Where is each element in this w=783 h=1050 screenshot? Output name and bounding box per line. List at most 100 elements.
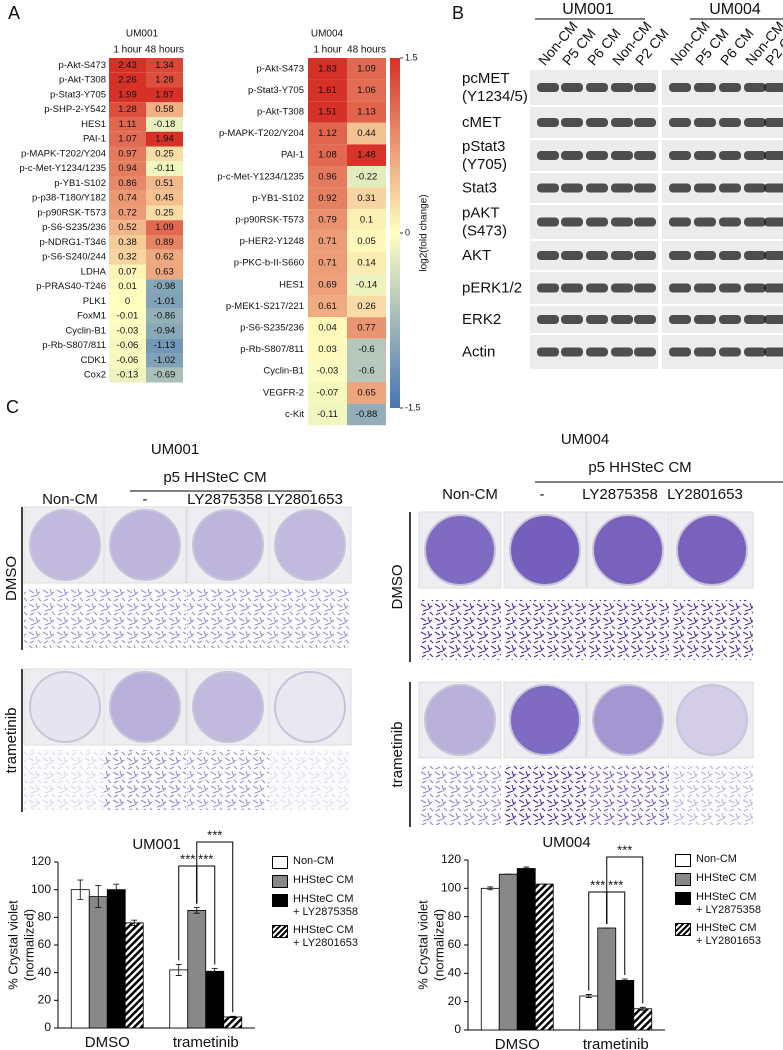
row-label: p-S6-S235/236: [42, 222, 106, 233]
heatmap-cell: [347, 79, 386, 102]
blot-band: [669, 183, 691, 193]
dish: [509, 514, 581, 586]
dish: [676, 684, 748, 756]
cell-value: 0.38: [118, 237, 137, 248]
micrograph: [187, 750, 269, 810]
cell-value: -0.14: [356, 279, 378, 290]
colorbar-tick-label: 1.5: [405, 52, 418, 62]
heatmap-cell: [308, 122, 347, 145]
blot-band: [586, 118, 608, 127]
heatmap-cell: [146, 294, 183, 309]
micrograph: [24, 588, 106, 648]
dish: [424, 684, 496, 756]
heatmap-cell: [146, 72, 183, 88]
blot-band: [719, 347, 741, 357]
error-bar: [621, 978, 628, 983]
significance-label: ***: [617, 842, 632, 857]
row-label: VEGFR-2: [263, 387, 304, 398]
heatmap-cell: [109, 264, 146, 280]
blot-band: [586, 151, 608, 160]
dish-well: [103, 506, 187, 584]
cell-value: -0.06: [117, 355, 139, 366]
cell-value: -0.13: [117, 370, 139, 381]
blot-band: [611, 183, 633, 193]
heatmap-cell: [109, 102, 146, 117]
significance-bracket: [196, 841, 234, 1013]
heatmap-cell: [347, 101, 386, 123]
blot-band: [586, 217, 608, 227]
blot-row-label: AKT: [462, 247, 491, 264]
blot-row-label: pERK1/2: [462, 279, 522, 296]
legend-item: HHSteC CM: [272, 874, 360, 888]
blot-band: [744, 151, 766, 160]
heatmap-cell: [308, 403, 347, 426]
heatmap-cell: [109, 117, 146, 132]
cell-value: 0.92: [318, 193, 337, 204]
heatmap-cell: [308, 187, 347, 210]
heatmap-cell: [347, 187, 386, 210]
legend-swatch: [272, 856, 288, 869]
cell-value: 0.25: [155, 148, 174, 159]
cell-value: 1.07: [118, 134, 137, 145]
blot-row-label: pAKT: [462, 204, 500, 221]
colorbar-tick-label: -1.5: [405, 402, 421, 412]
heatmap-cell: [109, 176, 146, 191]
row-label: Cyclin-B1: [263, 366, 304, 377]
heatmap-cell: [308, 166, 347, 188]
cell-value: -1.01: [154, 296, 176, 307]
x-tick-label: trametinib: [583, 1036, 649, 1050]
bar: [88, 896, 108, 1029]
cell-value: 0.97: [118, 148, 137, 159]
blot-band: [561, 283, 583, 293]
y-tick-label: 0: [454, 1022, 461, 1036]
significance-label: ***: [608, 877, 623, 892]
row-label: p-Akt-S473: [58, 60, 106, 71]
row-label: p-p90RSK-T573: [235, 215, 304, 226]
legend-label: Non-CM: [293, 855, 334, 867]
dish-well: [23, 668, 107, 746]
heatmap-cell: [146, 249, 183, 265]
blot-band: [764, 217, 783, 227]
cell-value: 0.58: [155, 104, 174, 115]
cell-value: 1.09: [155, 222, 174, 233]
cell-value: 2.26: [118, 75, 137, 86]
heatmap-cell: [308, 295, 347, 318]
blot-band: [764, 118, 783, 127]
cell-value: 1.12: [318, 128, 337, 139]
blot-band: [561, 315, 583, 324]
y-tick-label: 40: [448, 966, 462, 980]
heatmap-cell: [146, 131, 183, 147]
bar: [579, 995, 599, 1031]
heatmap-cell: [109, 161, 146, 176]
dish: [676, 514, 748, 586]
y-axis-label: % Crystal violet: [415, 900, 430, 990]
cell-value: -0.6: [358, 344, 374, 355]
cell-value: 1.48: [357, 150, 376, 161]
heatmap-cell: [347, 252, 386, 274]
blot-band: [694, 83, 716, 92]
legend-label: HHSteC CM + LY2801653: [293, 924, 358, 949]
blot-band: [561, 151, 583, 160]
y-axis-label: % Crystal violet: [5, 900, 20, 990]
blot-band: [694, 251, 716, 260]
y-tick-label: 80: [38, 910, 52, 924]
row-label: p-S6-S235/236: [240, 323, 304, 334]
heatmap-cell: [347, 360, 386, 382]
blot-band: [586, 283, 608, 293]
cell-value: 0.05: [357, 236, 376, 247]
significance-label: ***: [207, 827, 222, 842]
dish: [424, 514, 496, 586]
y-tick-label: 60: [448, 937, 462, 951]
heatmap-cell: [146, 279, 183, 294]
cell-value: 1.28: [118, 104, 137, 115]
heatmap-cell: [109, 205, 146, 221]
cell-value: 0.51: [155, 178, 174, 189]
dish: [592, 514, 664, 586]
cell-value: 1.83: [318, 63, 337, 74]
blot-row-label: pcMET: [462, 70, 510, 87]
dish: [192, 671, 264, 743]
blot-band: [719, 283, 741, 293]
heatmap-cell: [109, 294, 146, 309]
blot-band: [611, 315, 633, 324]
cell-value: -0.6: [358, 366, 374, 377]
